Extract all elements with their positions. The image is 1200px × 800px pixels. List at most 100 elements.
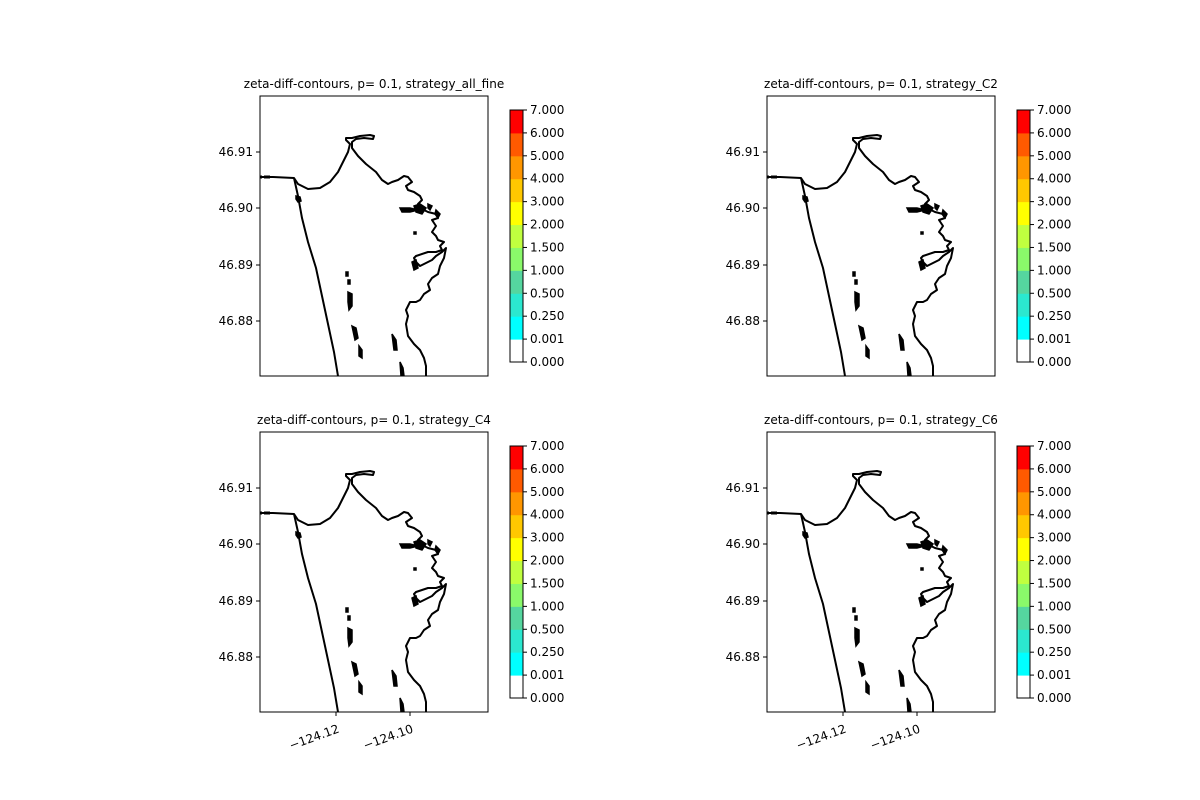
islet <box>347 615 351 621</box>
colorbar-segment <box>1017 293 1030 317</box>
islet <box>434 544 441 556</box>
islet <box>398 207 419 213</box>
islet <box>905 207 926 213</box>
colorbar: 0.000 0.001 0.250 0.500 1.000 1.500 2.000 3.000… <box>509 439 564 705</box>
y-tick-label: 46.91 <box>726 145 760 159</box>
colorbar-label: 1.000 <box>530 599 564 613</box>
islet <box>391 669 398 687</box>
colorbar-label: 1.500 <box>530 240 564 254</box>
y-tick-label: 46.88 <box>726 650 760 664</box>
islet <box>399 697 405 712</box>
colorbar-segment <box>1017 201 1030 226</box>
colorbar-label: 0.001 <box>1037 332 1071 346</box>
colorbar-label: 0.000 <box>530 355 564 369</box>
coastline-group <box>767 134 954 376</box>
colorbar-label: 0.000 <box>530 691 564 705</box>
colorbar-segment <box>1017 514 1030 539</box>
colorbar-label: 3.000 <box>1037 195 1071 209</box>
colorbar-segment <box>510 247 523 271</box>
islet <box>852 271 856 277</box>
islet <box>427 202 434 212</box>
colorbar-label: 0.500 <box>530 622 564 636</box>
colorbar-segment <box>510 606 523 630</box>
islet <box>413 567 417 571</box>
colorbar-label: 0.250 <box>1037 645 1071 659</box>
colorbar-label: 0.001 <box>1037 668 1071 682</box>
islet <box>399 361 405 376</box>
coastline-group <box>767 470 954 712</box>
islet <box>295 531 302 539</box>
islet <box>906 361 912 376</box>
islet <box>941 208 948 220</box>
colorbar: 0.000 0.001 0.250 0.500 1.000 1.500 2.000 3.000… <box>1016 439 1071 705</box>
islet <box>413 203 428 215</box>
colorbar-segment <box>1017 110 1030 134</box>
colorbar-label: 4.000 <box>1037 172 1071 186</box>
colorbar-segment <box>510 583 523 607</box>
colorbar-segment <box>510 155 523 180</box>
colorbar-frame <box>1016 445 1031 699</box>
colorbar-segment <box>510 270 523 294</box>
colorbar-label: 0.000 <box>1037 355 1071 369</box>
colorbar-label: 0.001 <box>530 668 564 682</box>
y-tick-label: 46.88 <box>726 314 760 328</box>
y-tick-label: 46.89 <box>219 594 253 608</box>
colorbar-label: 0.500 <box>530 286 564 300</box>
colorbar-segment <box>510 514 523 539</box>
colorbar-label: 2.000 <box>530 554 564 568</box>
colorbar-segment <box>510 178 523 203</box>
islet <box>852 607 856 613</box>
panel-title: zeta-diff-contours, p= 0.1, strategy_C6 <box>764 413 998 427</box>
colorbar-segment <box>510 468 523 493</box>
colorbar-segment <box>510 293 523 317</box>
islet <box>345 607 349 613</box>
colorbar-label: 0.250 <box>530 645 564 659</box>
panel-1: zeta-diff-contours, p= 0.1, strategy_all… <box>219 77 564 377</box>
colorbar-label: 7.000 <box>530 103 564 117</box>
panel-title: zeta-diff-contours, p= 0.1, strategy_C2 <box>764 77 998 91</box>
panel-2: zeta-diff-contours, p= 0.1, strategy_C2 4… <box>726 77 1071 377</box>
colorbar-label: 4.000 <box>530 508 564 522</box>
colorbar-segment <box>510 560 523 584</box>
coastline <box>767 470 954 712</box>
colorbar-label: 5.000 <box>530 485 564 499</box>
colorbar-segment <box>1017 606 1030 630</box>
islet <box>358 679 363 696</box>
colorbar: 0.000 0.001 0.250 0.500 1.000 1.500 2.000 3.000… <box>509 103 564 369</box>
islet <box>920 539 935 551</box>
islet <box>941 544 948 556</box>
colorbar-label: 6.000 <box>530 462 564 476</box>
colorbar-label: 0.500 <box>1037 286 1071 300</box>
colorbar-label: 7.000 <box>1037 439 1071 453</box>
islet <box>865 679 870 696</box>
colorbar-label: 3.000 <box>1037 531 1071 545</box>
y-tick-label: 46.88 <box>219 314 253 328</box>
coastline <box>260 134 447 376</box>
colorbar-label: 0.250 <box>530 309 564 323</box>
colorbar-segment <box>1017 270 1030 294</box>
coastline-outer <box>293 177 339 376</box>
axes-frame <box>766 431 996 713</box>
axes-frame <box>259 95 489 377</box>
islet <box>920 203 935 215</box>
colorbar-label: 2.000 <box>1037 554 1071 568</box>
colorbar-label: 1.500 <box>1037 240 1071 254</box>
colorbar-segment <box>510 339 523 363</box>
panel-title: zeta-diff-contours, p= 0.1, strategy_all… <box>244 77 504 91</box>
colorbar-segment <box>510 491 523 516</box>
panel-3: zeta-diff-contours, p= 0.1, strategy_C4 4… <box>219 413 565 753</box>
coastline <box>767 134 954 376</box>
coastline-group <box>260 134 447 376</box>
colorbar-frame <box>509 445 524 699</box>
islet <box>413 231 417 235</box>
colorbar: 0.000 0.001 0.250 0.500 1.000 1.500 2.000 3.000… <box>1016 103 1071 369</box>
islet <box>350 660 359 678</box>
islet <box>427 538 434 548</box>
colorbar-label: 5.000 <box>1037 485 1071 499</box>
colorbar-segment <box>1017 537 1030 562</box>
coastline-outer <box>800 513 846 712</box>
colorbar-segment <box>1017 178 1030 203</box>
colorbar-segment <box>1017 316 1030 340</box>
colorbar-label: 6.000 <box>530 126 564 140</box>
